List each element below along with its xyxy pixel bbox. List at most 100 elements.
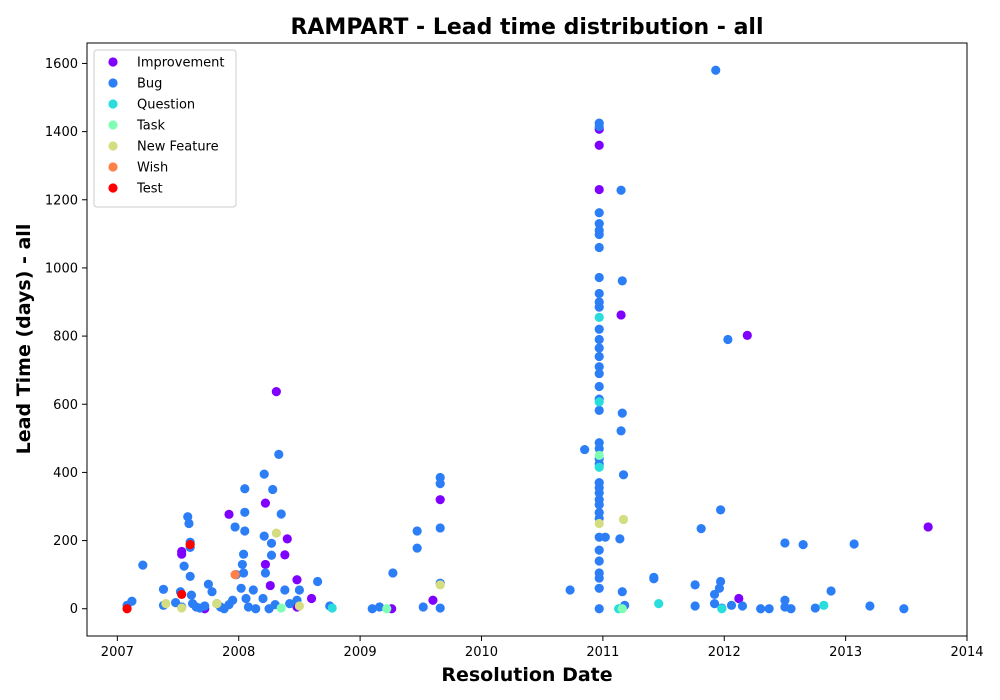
- data-point-question: [717, 604, 727, 614]
- data-point-bug: [716, 505, 726, 515]
- data-point-improvement: [282, 534, 292, 544]
- data-point-bug: [594, 545, 604, 555]
- data-point-bug: [826, 586, 836, 596]
- data-point-new-feature: [618, 514, 629, 525]
- data-point-bug: [565, 585, 575, 595]
- data-point-bug: [786, 604, 796, 614]
- data-point-improvement: [594, 184, 604, 195]
- data-point-bug: [616, 426, 626, 436]
- data-point-improvement: [260, 498, 271, 508]
- data-point-task: [617, 604, 627, 614]
- data-point-bug: [280, 585, 290, 595]
- data-point-bug: [594, 242, 604, 253]
- data-point-improvement: [260, 559, 271, 570]
- data-point-bug: [594, 208, 604, 218]
- data-point-bug: [594, 368, 604, 379]
- y-axis-ticks: 0 200 400 600 800 1000 1200 1400 1600: [45, 57, 87, 617]
- data-point-bug: [690, 580, 700, 590]
- data-point-bug: [594, 405, 604, 415]
- data-point-bug: [260, 568, 271, 578]
- data-point-bug: [179, 561, 189, 571]
- data-point-task: [382, 604, 392, 614]
- data-point-bug: [618, 470, 629, 480]
- data-point-bug: [237, 559, 247, 570]
- data-point-bug: [285, 599, 295, 609]
- legend-label: Test: [136, 182, 163, 197]
- data-point-bug: [594, 219, 604, 229]
- data-point-bug: [238, 568, 249, 578]
- y-tick-label: 1400: [45, 125, 78, 140]
- data-point-bug: [228, 595, 238, 605]
- data-point-bug: [810, 603, 820, 613]
- data-point-bug: [594, 288, 604, 299]
- data-point-bug: [594, 573, 604, 583]
- data-point-bug: [756, 604, 766, 614]
- data-point-improvement: [280, 550, 290, 560]
- legend-marker: [108, 120, 118, 130]
- data-point-bug: [615, 534, 625, 544]
- data-point-bug: [435, 603, 445, 613]
- data-point-bug: [594, 381, 604, 392]
- data-point-test: [122, 604, 132, 614]
- data-point-bug: [268, 484, 278, 495]
- data-point-bug: [412, 526, 422, 536]
- data-point-bug: [186, 590, 196, 600]
- legend-marker: [108, 162, 118, 172]
- legend: Improvement Bug Question Task New Feature Wis…: [93, 49, 237, 208]
- data-point-improvement: [177, 546, 187, 557]
- x-tick-label: 2013: [829, 645, 862, 660]
- data-point-bug: [594, 351, 604, 362]
- data-point-question: [594, 312, 604, 322]
- data-point-bug: [709, 589, 720, 600]
- data-point-bug: [435, 523, 445, 533]
- data-point-new-feature: [212, 599, 222, 609]
- data-point-bug: [780, 595, 790, 605]
- data-point-bug: [726, 600, 737, 610]
- data-point-question: [327, 603, 337, 613]
- data-point-bug: [764, 604, 774, 614]
- y-tick-label: 600: [53, 398, 78, 413]
- data-point-bug: [240, 484, 250, 494]
- data-point-bug: [313, 576, 323, 587]
- legend-marker: [108, 57, 118, 67]
- data-point-improvement: [306, 593, 317, 604]
- data-point-improvement: [271, 387, 281, 397]
- y-tick-label: 400: [53, 466, 78, 481]
- legend-label: Wish: [137, 161, 168, 176]
- x-tick-label: 2011: [586, 645, 619, 660]
- data-point-test: [177, 589, 187, 600]
- legend-label: Question: [137, 98, 195, 113]
- data-point-improvement: [594, 140, 604, 150]
- data-point-bug: [259, 531, 269, 541]
- data-point-bug: [594, 362, 604, 372]
- data-point-bug: [243, 602, 254, 612]
- data-point-bug: [709, 599, 720, 609]
- legend-marker: [108, 141, 118, 151]
- data-point-bug: [183, 512, 193, 522]
- data-point-improvement: [734, 593, 744, 604]
- data-point-improvement: [923, 522, 933, 532]
- data-point-bug: [418, 602, 428, 612]
- y-tick-label: 0: [70, 602, 78, 617]
- y-tick-label: 200: [53, 534, 78, 549]
- data-point-test: [185, 540, 195, 550]
- data-point-bug: [690, 601, 700, 611]
- chart-title: RAMPART - Lead time distribution - all: [290, 15, 763, 40]
- data-point-improvement: [224, 509, 234, 519]
- data-point-bug: [594, 604, 604, 614]
- y-tick-label: 1600: [45, 57, 78, 72]
- data-point-bug: [616, 185, 626, 195]
- data-point-new-feature: [271, 528, 281, 538]
- data-point-bug: [594, 500, 604, 510]
- x-tick-label: 2008: [222, 645, 255, 660]
- data-point-improvement: [428, 595, 438, 605]
- data-point-wish: [230, 570, 240, 580]
- data-point-bug: [716, 576, 726, 587]
- legend-label: Task: [136, 119, 166, 134]
- data-point-bug: [594, 583, 604, 593]
- data-point-bug: [600, 532, 610, 542]
- data-point-bug: [138, 560, 148, 570]
- data-point-bug: [594, 121, 604, 132]
- data-point-bug: [294, 585, 305, 595]
- data-point-bug: [241, 593, 251, 604]
